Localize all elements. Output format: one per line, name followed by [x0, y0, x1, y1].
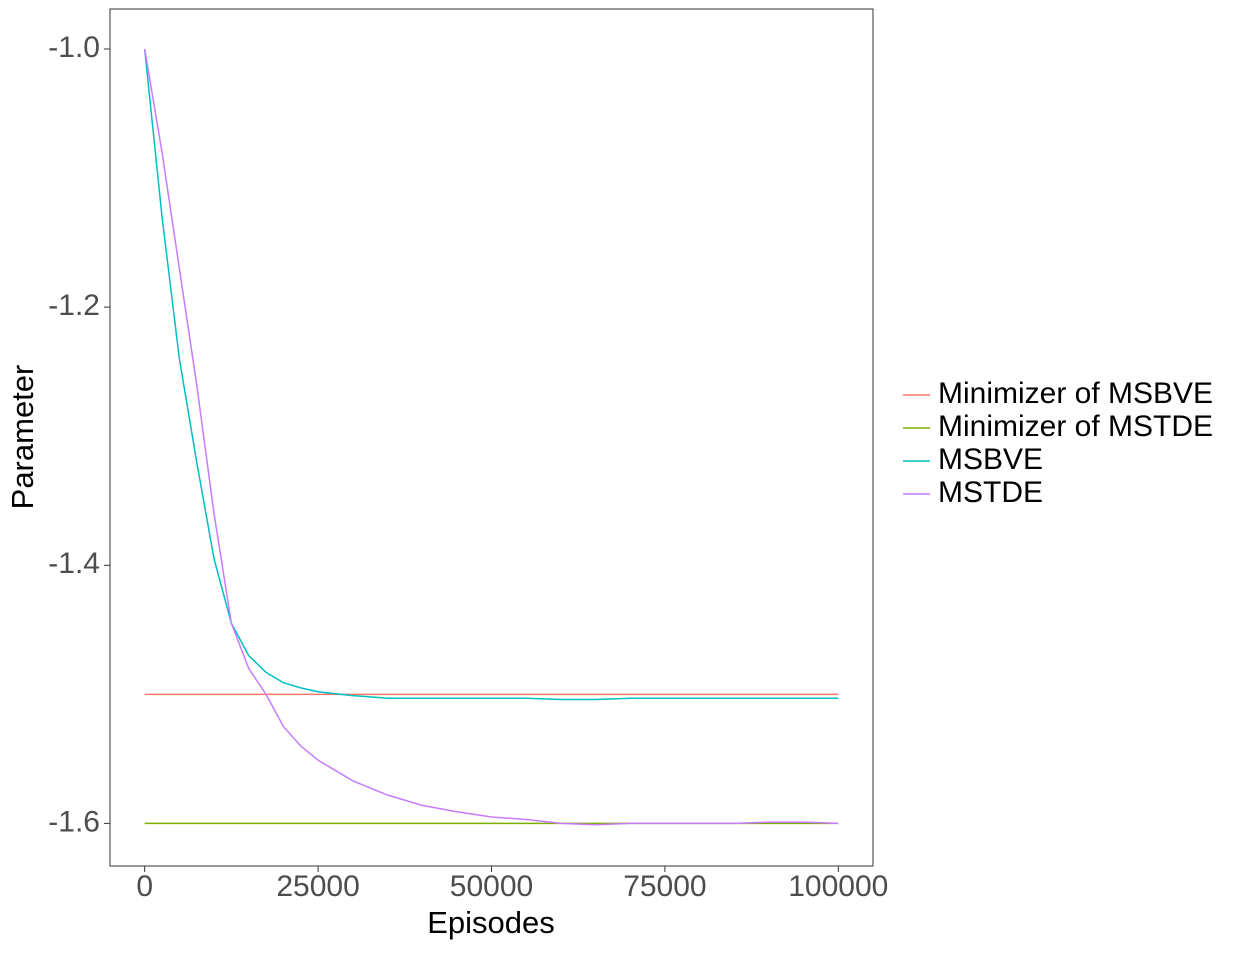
legend-label: Minimizer of MSBVE — [938, 377, 1213, 410]
x-axis-label: Episodes — [427, 905, 555, 940]
y-axis-label: Parameter — [5, 365, 40, 510]
legend-label: MSTDE — [938, 476, 1043, 509]
series-line — [143, 48, 839, 701]
legend-label: MSBVE — [938, 443, 1043, 476]
y-tick-label: -1.2 — [48, 289, 100, 322]
y-tick-label: -1.6 — [48, 805, 100, 838]
legend-label: Minimizer of MSTDE — [938, 410, 1213, 443]
y-tick-label: -1.0 — [48, 31, 100, 64]
x-tick-label: 75000 — [623, 870, 706, 903]
x-tick-label: 0 — [136, 870, 153, 903]
y-tick-label: -1.4 — [48, 547, 100, 580]
panel — [109, 8, 874, 867]
series-line — [143, 48, 839, 826]
x-tick-label: 50000 — [450, 870, 533, 903]
x-tick-label: 100000 — [788, 870, 888, 903]
x-tick-label: 25000 — [276, 870, 359, 903]
